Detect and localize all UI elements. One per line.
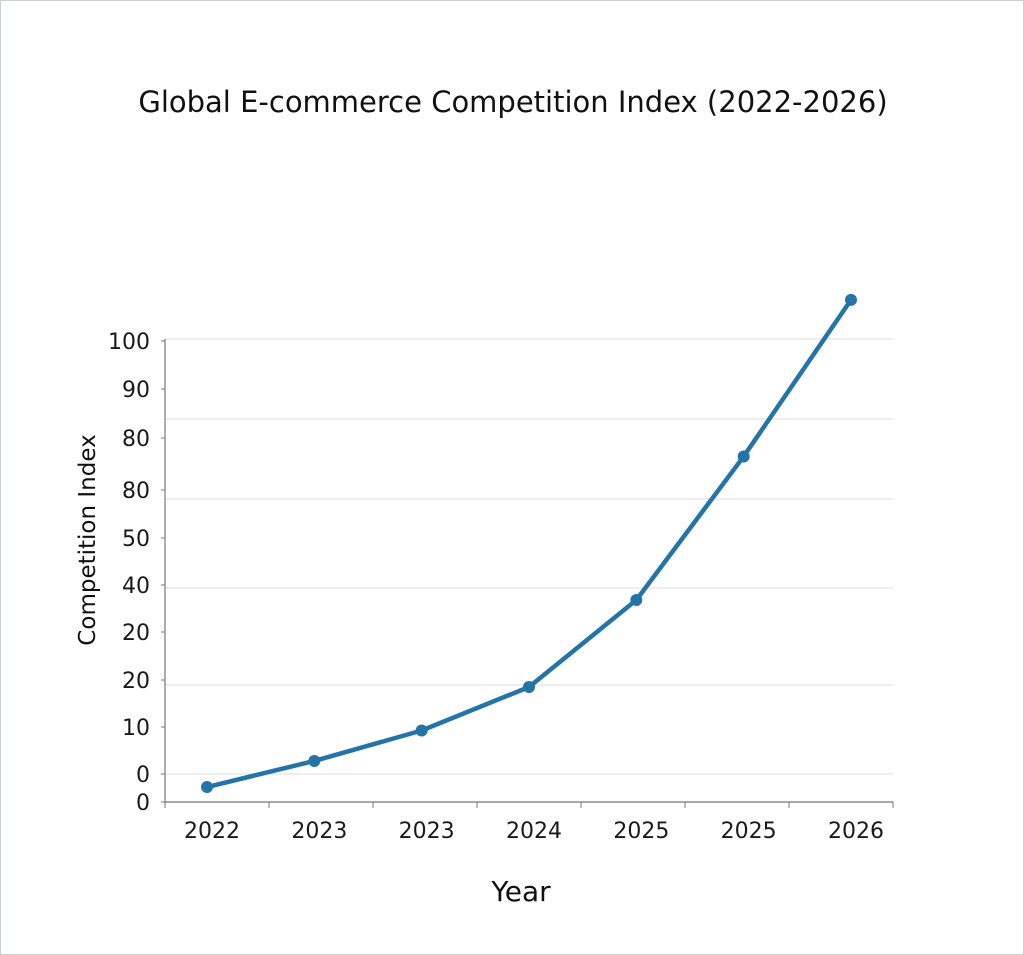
data-point (415, 724, 428, 737)
y-axis-title: Competition Index (75, 434, 101, 645)
gridlines (165, 338, 893, 775)
x-tick-label: 2024 (506, 819, 562, 844)
data-point (308, 754, 321, 767)
y-tick-label: 0 (136, 791, 150, 816)
data-points (201, 293, 857, 794)
x-tick-label: 2023 (399, 819, 455, 844)
y-tick-label: 80 (122, 479, 150, 504)
chart-title: Global E-commerce Competition Index (202… (138, 85, 887, 119)
x-tick-label: 2023 (291, 819, 347, 844)
data-point (630, 594, 643, 606)
y-tick-label: 10 (122, 716, 150, 741)
x-axis-title: Year (490, 875, 551, 908)
x-tick-label: 2025 (613, 819, 669, 844)
axes (161, 339, 894, 808)
data-point (737, 450, 750, 463)
y-tick-label: 80 (122, 427, 150, 452)
y-tick-label: 40 (122, 574, 150, 599)
y-tick-label: 20 (122, 621, 150, 646)
series-line (204, 297, 854, 790)
y-tick-labels: 0 0 10 20 20 40 50 80 80 90 100 (108, 330, 150, 816)
y-tick-label: 50 (122, 527, 150, 552)
y-tick-label: 20 (122, 669, 150, 694)
x-tick-labels: 2022 2023 2023 2024 2025 2025 2026 (184, 819, 884, 844)
x-tick-label: 2026 (828, 819, 884, 844)
y-tick-label: 0 (136, 763, 150, 788)
y-tick-label: 90 (122, 378, 150, 403)
data-point (201, 781, 213, 794)
data-point (845, 293, 857, 306)
series-lines (204, 297, 854, 790)
data-point (523, 681, 535, 693)
x-tick-label: 2025 (721, 819, 777, 844)
x-tick-label: 2022 (184, 819, 240, 844)
y-tick-label: 100 (108, 330, 150, 355)
